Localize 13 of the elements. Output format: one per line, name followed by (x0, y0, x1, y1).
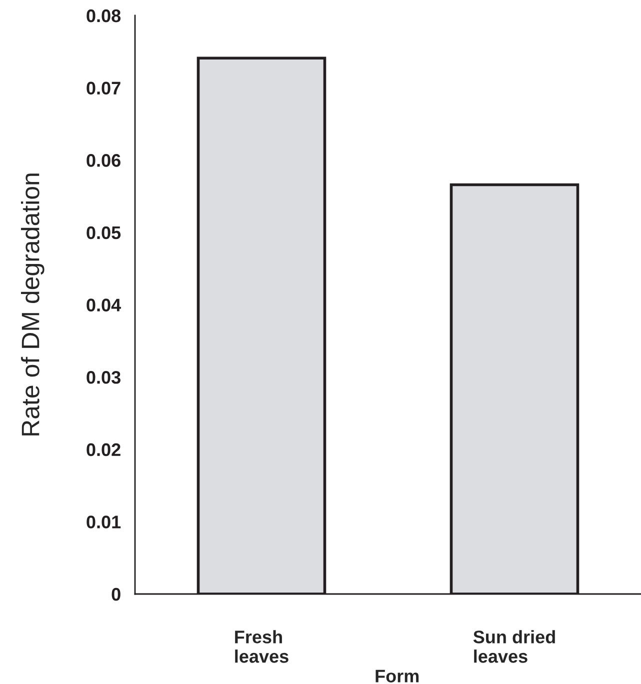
y-tick-label: 0.03 (86, 370, 120, 384)
y-tick-label: 0.04 (86, 298, 122, 312)
y-tick-label: 0.01 (86, 516, 121, 528)
y-tick-label: 0.08 (86, 9, 121, 22)
y-tick-label: 0.02 (86, 443, 120, 456)
x-tick-label: Sun dried leaves (473, 630, 555, 663)
x-axis-title: Form (376, 670, 419, 682)
y-tick-label: 0 (112, 588, 120, 601)
y-tick-label: 0.06 (86, 154, 120, 167)
y-axis-title: Rate of DM degradation (21, 174, 44, 436)
x-tick-label: Fresh leaves (235, 630, 288, 663)
y-tick-label: 0.05 (86, 226, 121, 240)
y-tick-label: 0.07 (86, 82, 120, 95)
